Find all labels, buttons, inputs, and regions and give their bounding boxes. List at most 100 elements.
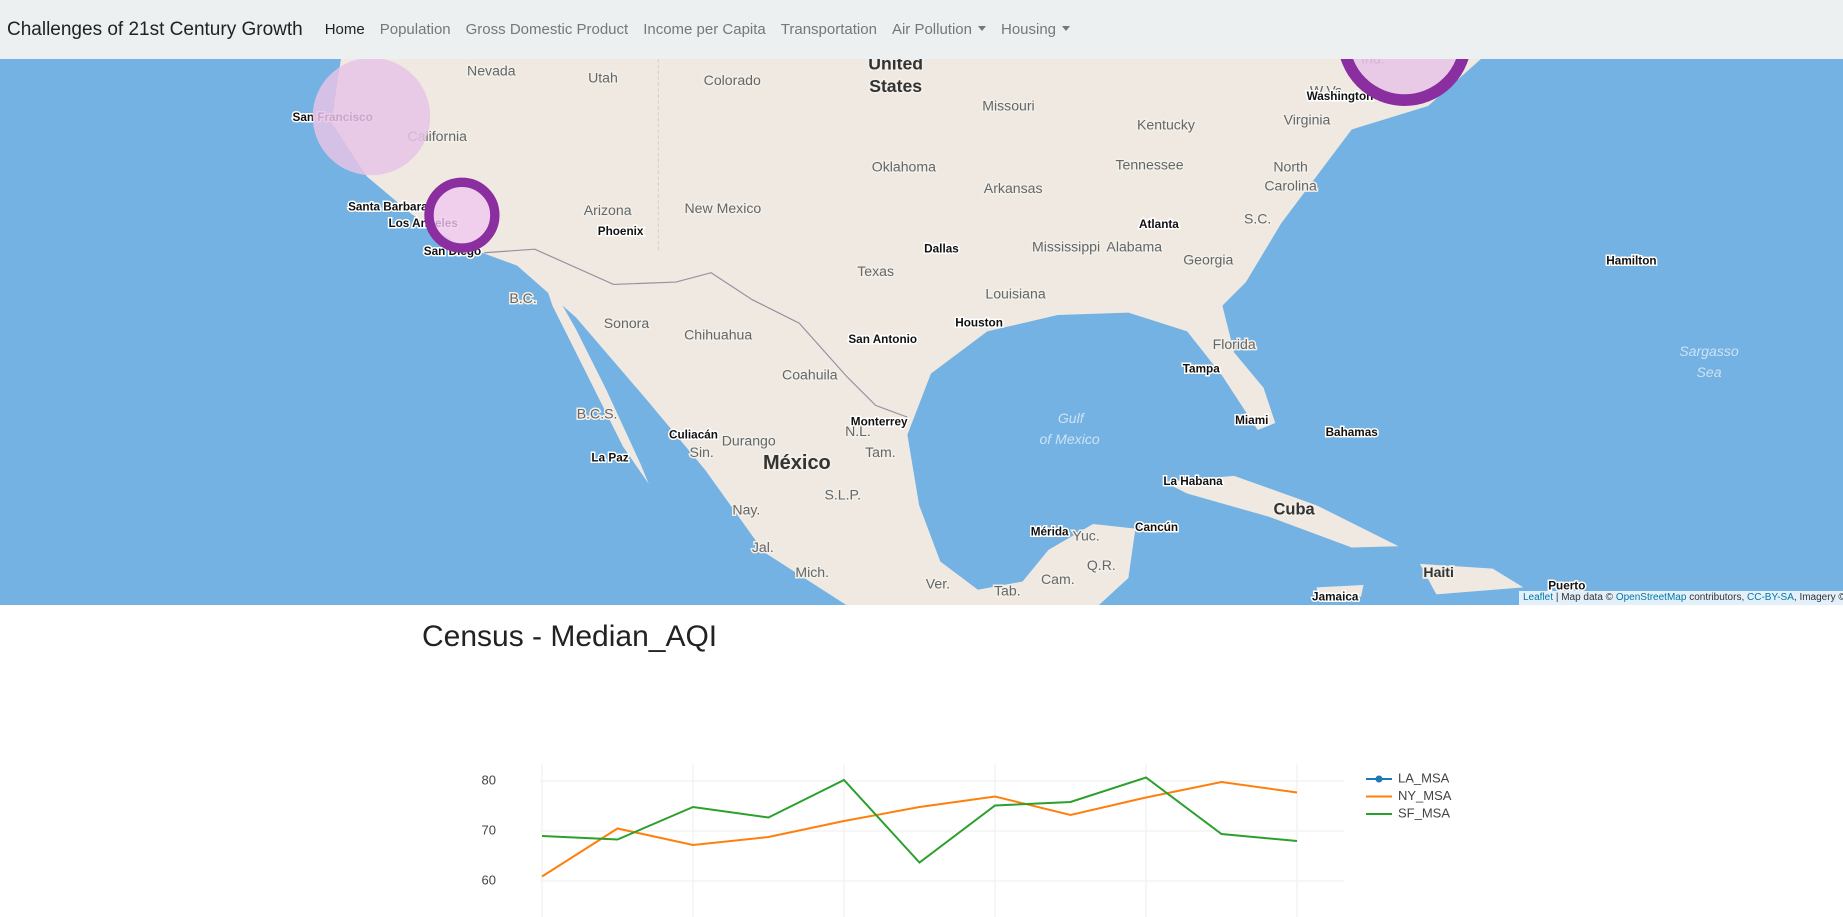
map-label: Oklahoma <box>872 159 936 175</box>
map-label: Florida <box>1213 336 1256 352</box>
map-label: W.Va. <box>1310 82 1347 98</box>
nav-link[interactable]: Transportation <box>780 21 877 38</box>
nav-dropdown[interactable]: Housing <box>1001 21 1070 38</box>
map-label: Carolina <box>1264 178 1317 194</box>
legend-label: LA_MSA <box>1398 770 1450 785</box>
map-label: B.C. <box>509 290 536 306</box>
map-label: Puerto <box>1548 580 1585 593</box>
map-label: Q.R. <box>1087 557 1116 573</box>
map-label: Santa Barbara <box>348 200 428 213</box>
attribution-text: contributors, <box>1689 592 1745 603</box>
map-label: Sonora <box>604 315 650 331</box>
map-label: Tam. <box>865 444 896 460</box>
map-label: Hamilton <box>1606 254 1656 267</box>
map-label: Washington <box>1307 90 1374 103</box>
attribution-link[interactable]: OpenStreetMap <box>1615 592 1687 603</box>
map-label: Arizona <box>584 202 632 218</box>
land <box>1316 585 1364 597</box>
map-label: La Paz <box>591 452 628 465</box>
map-label: Phoenix <box>598 225 644 238</box>
map-bubble[interactable] <box>1340 59 1469 106</box>
series-line <box>541 780 1298 878</box>
land <box>331 59 1481 605</box>
map-label: Jal. <box>752 539 774 555</box>
navbar: Challenges of 21st Century Growth Home P… <box>0 0 1843 59</box>
map-label: Monterrey <box>851 415 908 428</box>
map-label: Texas <box>857 263 894 279</box>
map-label: New Mexico <box>685 200 762 216</box>
map-label: Culiacán <box>669 428 718 441</box>
map-label: Yuc. <box>1072 527 1099 543</box>
map-label: Virginia <box>1284 112 1331 128</box>
map-label: México <box>763 452 831 474</box>
y-tick-label: 70 <box>482 822 496 837</box>
map-label: Bahamas <box>1326 426 1379 439</box>
map-label: Mississippi <box>1032 239 1100 255</box>
land <box>1419 563 1524 595</box>
map-label: Arkansas <box>984 180 1043 196</box>
map-label: B.C.S. <box>577 405 618 421</box>
map-label: Nay. <box>732 502 760 518</box>
y-tick-label: 60 <box>482 872 496 887</box>
map-label: of Mexico <box>1039 431 1099 447</box>
map-label: Gulf <box>1058 410 1086 426</box>
map-label: Sin. <box>690 444 714 460</box>
map-label: Louisiana <box>985 286 1045 302</box>
map-label: S.C. <box>1244 210 1271 226</box>
map-label: Mich. <box>795 564 829 580</box>
map-label: S.L.P. <box>824 486 861 502</box>
map-label: Nevada <box>467 62 516 78</box>
map-label: Atlanta <box>1139 218 1179 231</box>
map-label: Missouri <box>982 98 1034 114</box>
map-label: N.L. <box>845 423 871 439</box>
map-label: Houston <box>955 317 1003 330</box>
legend-label: NY_MSA <box>1398 788 1452 803</box>
map-label: Chihuahua <box>684 327 752 343</box>
map-label: Utah <box>588 69 618 85</box>
nav-link[interactable]: Home <box>324 21 365 38</box>
brand[interactable]: Challenges of 21st Century Growth <box>7 18 303 40</box>
map-bubble[interactable] <box>312 59 431 176</box>
map-label: Dallas <box>924 243 959 256</box>
map-bubble[interactable] <box>424 177 500 253</box>
attribution-text: , Imagery © <box>1793 592 1843 603</box>
attribution-link[interactable]: Leaflet <box>1523 592 1554 603</box>
border <box>484 248 908 418</box>
map-label: North <box>1273 159 1307 175</box>
map-label: Mérida <box>1031 526 1069 539</box>
attribution-text: | Map data © <box>1555 592 1614 603</box>
map-label: Durango <box>722 432 776 448</box>
map-label: States <box>869 76 922 96</box>
land <box>534 252 649 485</box>
map-label: La Habana <box>1163 475 1223 488</box>
map-label: Jamaica <box>1312 590 1359 603</box>
map-label: Cancún <box>1135 521 1178 534</box>
map-label: Coahuila <box>782 367 838 383</box>
legend-label: SF_MSA <box>1398 805 1450 820</box>
map-label: Cuba <box>1274 501 1316 519</box>
land <box>1163 475 1399 548</box>
map-label: Haiti <box>1423 564 1454 580</box>
nav-link[interactable]: Gross Domestic Product <box>465 21 629 38</box>
nav-link[interactable]: Income per Capita <box>643 21 766 38</box>
series-line <box>541 776 1298 864</box>
map-label: San Antonio <box>848 333 917 346</box>
map-label: Tennessee <box>1115 156 1183 172</box>
legend-marker <box>1375 775 1383 783</box>
map-label: Colorado <box>704 72 761 88</box>
map-label: Tab. <box>994 583 1021 599</box>
nav-dropdown[interactable]: Air Pollution <box>892 21 986 38</box>
map-label: Miami <box>1235 414 1268 427</box>
y-tick-label: 80 <box>482 772 496 787</box>
map[interactable]: Nevada Utah Colorado United States Ind. … <box>0 59 1843 605</box>
map-label: Georgia <box>1183 251 1233 267</box>
nav-link[interactable]: Population <box>379 21 451 38</box>
map-label: Tampa <box>1183 363 1220 376</box>
map-label: Sea <box>1696 364 1721 380</box>
map-label: Ver. <box>926 576 950 592</box>
map-label: United <box>868 59 923 74</box>
chart-title: Census - Median_AQI <box>422 620 718 653</box>
attribution-link[interactable]: CC-BY-SA <box>1747 592 1794 603</box>
map-label: Alabama <box>1106 239 1162 255</box>
